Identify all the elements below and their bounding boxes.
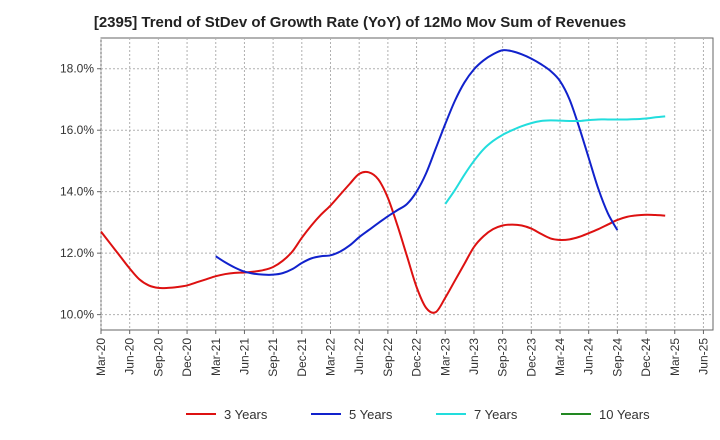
legend-item-5-years: 5 Years [311, 407, 393, 422]
y-tick-label: 18.0% [60, 62, 94, 76]
x-tick-label: Sep-24 [610, 338, 624, 377]
x-tick-label: Mar-22 [324, 338, 338, 376]
series-line-5-years [215, 49, 619, 276]
axis-layer: Mar-20 Jun-20 Sep-20 Dec-20 Mar-21 Jun-21 Sep-… [60, 62, 710, 377]
legend-item-10-years: 10 Years [561, 407, 650, 422]
x-tick-label: Jun-21 [237, 338, 251, 375]
legend-item-3-years: 3 Years [186, 407, 268, 422]
y-tick-label: 14.0% [60, 185, 94, 199]
x-tick-label: Dec-22 [410, 338, 424, 377]
x-tick-label: Dec-20 [180, 338, 194, 377]
x-tick-label: Mar-25 [668, 338, 682, 376]
chart-title: [2395] Trend of StDev of Growth Rate (Yo… [93, 14, 627, 31]
y-tick-label: 16.0% [60, 123, 94, 137]
x-tick-label: Dec-21 [295, 338, 309, 377]
legend-item-7-years: 7 Years [436, 407, 518, 422]
x-tick-label: Mar-24 [553, 338, 567, 376]
x-tick-label: Sep-21 [266, 338, 280, 377]
plot-area-frame [100, 37, 714, 331]
x-tick-label: Jun-20 [123, 338, 137, 375]
x-tick-label: Jun-24 [582, 338, 596, 375]
x-tick-label: Dec-24 [639, 338, 653, 377]
legend-label: 7 Years [474, 407, 518, 422]
x-tick-label: Sep-20 [151, 338, 165, 377]
x-tick-label: Mar-23 [438, 338, 452, 376]
x-tick-label: Sep-22 [381, 338, 395, 377]
series-layer [100, 49, 666, 314]
x-tick-label: Mar-20 [94, 338, 108, 376]
legend-label: 3 Years [224, 407, 268, 422]
y-tick-label: 12.0% [60, 246, 94, 260]
x-tick-label: Sep-23 [496, 338, 510, 377]
legend: 3 Years 5 Years 7 Years 10 Years [186, 407, 650, 422]
grid-layer [100, 38, 713, 330]
legend-label: 5 Years [349, 407, 393, 422]
series-line-7-years [444, 115, 666, 205]
x-tick-label: Dec-23 [524, 338, 538, 377]
y-tick-label: 10.0% [60, 308, 94, 322]
x-tick-label: Mar-21 [209, 338, 223, 376]
legend-label: 10 Years [599, 407, 650, 422]
x-tick-label: Jun-25 [696, 338, 710, 375]
series-line-3-years [100, 170, 666, 314]
x-tick-label: Jun-22 [352, 338, 366, 375]
x-tick-label: Jun-23 [467, 338, 481, 375]
